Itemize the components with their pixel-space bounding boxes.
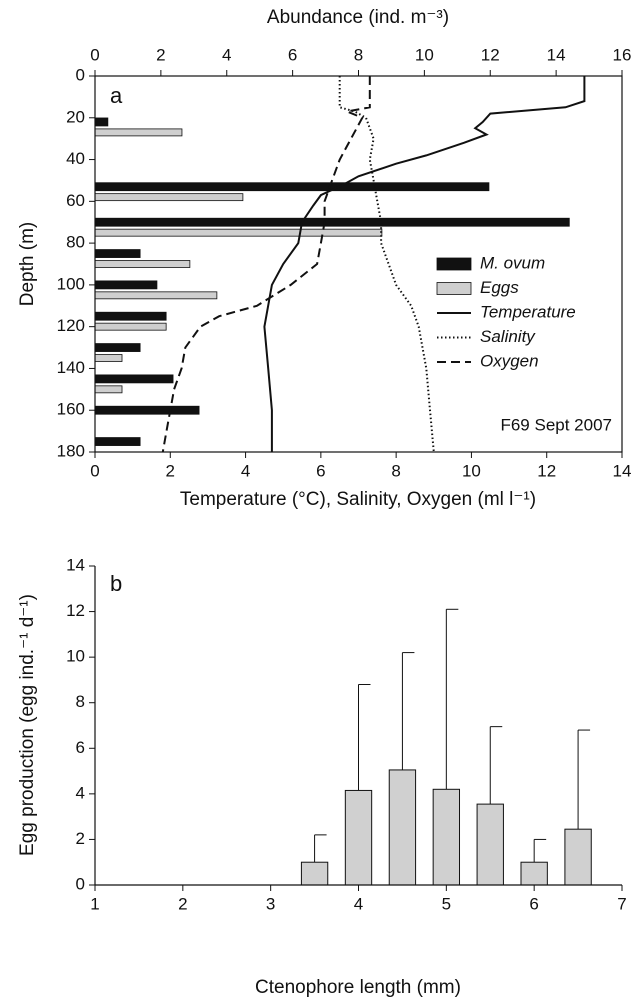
x-tick-label: 6	[529, 894, 538, 913]
bar	[94, 193, 244, 202]
x-tick-label: 2	[166, 461, 175, 480]
y-tick-label: 140	[57, 358, 85, 377]
bar	[94, 322, 167, 331]
y-tick-label: 20	[66, 107, 85, 126]
profile-line	[161, 76, 371, 453]
legend-label: M. ovum	[480, 253, 545, 272]
x-tick-label: 3	[266, 894, 275, 913]
bar	[94, 260, 191, 268]
y-tick-label: 0	[76, 65, 85, 84]
bar	[94, 291, 218, 300]
bar	[94, 228, 383, 237]
legend-swatch	[436, 257, 472, 271]
y-tick-label: 120	[57, 316, 85, 335]
bar	[94, 374, 174, 384]
y-tick-label: 4	[76, 783, 85, 802]
x-tick-label: 8	[391, 461, 400, 480]
x-tick-label: 5	[442, 894, 451, 913]
bar	[94, 354, 123, 362]
x-tick-label: 4	[241, 461, 250, 480]
y-tick-label: 10	[66, 647, 85, 666]
bar	[564, 828, 592, 886]
x2-tick-label: 4	[222, 45, 231, 64]
bar	[94, 249, 141, 258]
y-tick-label: 6	[76, 738, 85, 757]
bar	[94, 437, 141, 446]
x-tick-label: 1	[90, 894, 99, 913]
x2-tick-label: 8	[354, 45, 363, 64]
annotation: F69 Sept 2007	[500, 415, 612, 434]
bar	[94, 117, 109, 127]
bar	[94, 405, 200, 415]
y-tick-label: 0	[76, 874, 85, 893]
x2-axis-label: Abundance (ind. m⁻³)	[267, 7, 449, 28]
x2-tick-label: 14	[547, 45, 566, 64]
bar	[476, 803, 504, 886]
x-tick-label: 4	[354, 894, 363, 913]
profile-line	[338, 76, 435, 453]
bar	[94, 280, 158, 290]
x-tick-label: 10	[462, 461, 481, 480]
x-tick-label: 2	[178, 894, 187, 913]
y-tick-label: 60	[66, 191, 85, 210]
y-tick-label: 160	[57, 400, 85, 419]
bar	[94, 311, 167, 321]
x-axis-label: Temperature (°C), Salinity, Oxygen (ml l…	[180, 489, 536, 510]
bar	[300, 861, 329, 886]
profile-line	[263, 76, 586, 452]
bar	[94, 385, 123, 394]
legend-label: Eggs	[480, 278, 519, 297]
panel-label: b	[110, 571, 122, 596]
bar	[94, 217, 570, 227]
x2-tick-label: 6	[288, 45, 297, 64]
x-tick-label: 0	[90, 461, 99, 480]
y-tick-label: 14	[66, 555, 85, 574]
bar	[344, 789, 373, 886]
bar	[520, 861, 548, 886]
x-tick-label: 14	[613, 461, 632, 480]
x-tick-label: 6	[316, 461, 325, 480]
bar	[94, 343, 141, 352]
plot-frame	[94, 75, 623, 453]
legend-label: Oxygen	[480, 351, 539, 370]
x-tick-label: 7	[617, 894, 626, 913]
x-axis-label: Ctenophore length (mm)	[255, 977, 461, 998]
y-tick-label: 100	[57, 274, 85, 293]
bar	[388, 769, 417, 886]
y-tick-label: 12	[66, 601, 85, 620]
y-tick-label: 2	[76, 829, 85, 848]
x2-tick-label: 10	[415, 45, 434, 64]
x2-tick-label: 0	[90, 45, 99, 64]
bar	[94, 182, 490, 192]
bar	[432, 788, 461, 886]
legend-label: Salinity	[480, 327, 536, 346]
x2-tick-label: 16	[613, 45, 632, 64]
bar	[94, 128, 183, 137]
y-tick-label: 80	[66, 233, 85, 252]
y-tick-label: 180	[57, 441, 85, 460]
y-tick-label: 8	[76, 692, 85, 711]
y-axis-label: Egg production (egg ind.⁻¹ d⁻¹)	[17, 594, 38, 856]
legend-label: Temperature	[480, 302, 576, 321]
x2-tick-label: 2	[156, 45, 165, 64]
y-tick-label: 40	[66, 149, 85, 168]
x2-tick-label: 12	[481, 45, 500, 64]
panel-label: a	[110, 83, 123, 108]
x-tick-label: 12	[537, 461, 556, 480]
legend-swatch	[436, 282, 472, 295]
y-axis-label: Depth (m)	[17, 222, 38, 306]
